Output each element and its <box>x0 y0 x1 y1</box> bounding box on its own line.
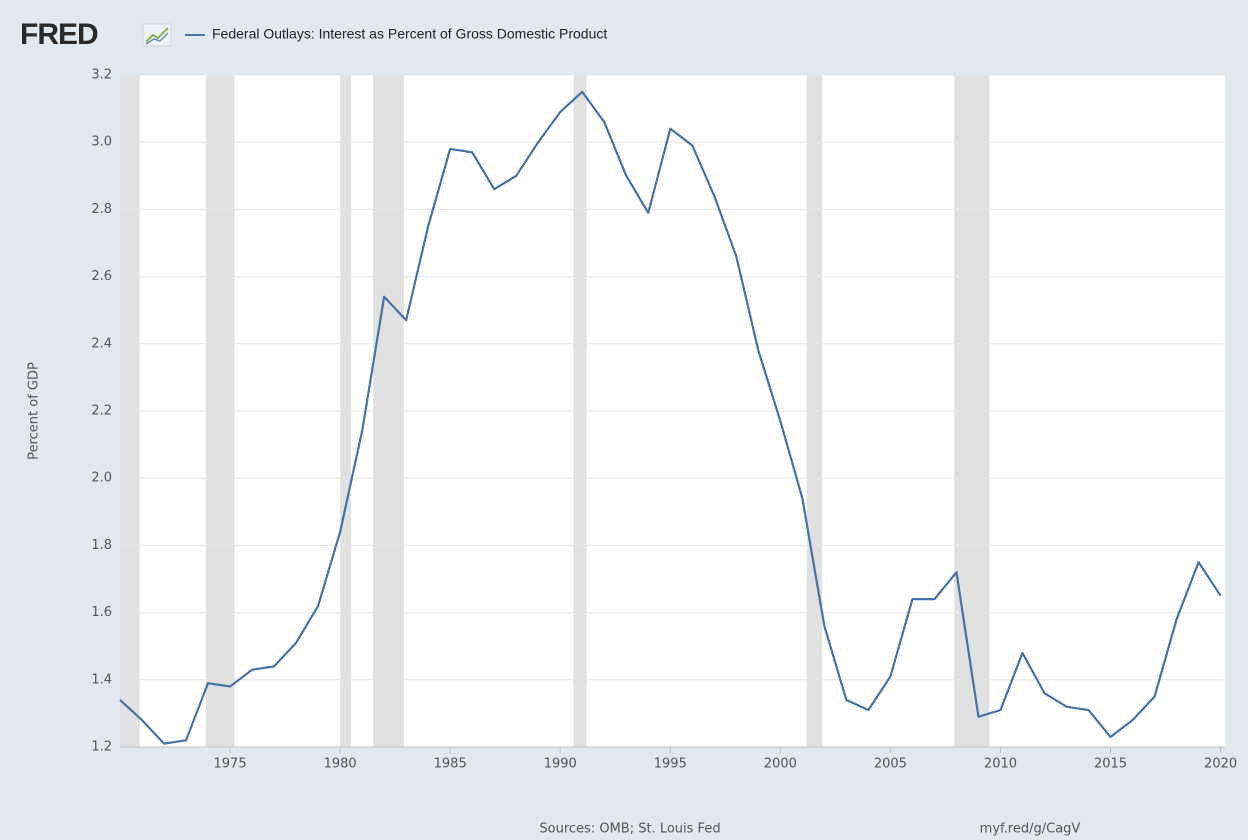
x-tick-label: 2015 <box>1094 757 1127 772</box>
y-tick-label: 3.2 <box>91 68 112 83</box>
logo[interactable]: FRED <box>20 18 99 51</box>
y-tick-label: 1.8 <box>91 538 112 553</box>
x-tick-label: 2010 <box>984 757 1017 772</box>
source: Sources: OMB; St. Louis Fed <box>539 822 720 837</box>
y-tick-label: 2.4 <box>91 336 112 351</box>
link[interactable]: myf.red/g/CagV <box>980 822 1081 837</box>
x-tick-label: 1990 <box>544 757 577 772</box>
y-tick-label: 1.2 <box>91 740 112 755</box>
y-axis-label: Percent of GDP <box>27 362 42 460</box>
y-tick-label: 3.0 <box>91 135 112 150</box>
x-tick-label: 2020 <box>1204 757 1237 772</box>
x-tick-label: 1975 <box>214 757 247 772</box>
legend-label: Federal Outlays: Interest as Percent of … <box>212 26 607 42</box>
logo-icon <box>142 23 172 47</box>
y-tick-label: 1.4 <box>91 672 112 687</box>
y-tick-label: 2.6 <box>91 269 112 284</box>
y-tick-label: 1.6 <box>91 605 112 620</box>
y-tick-label: 2.2 <box>91 404 112 419</box>
y-tick-label: 2.8 <box>91 202 112 217</box>
data-line <box>119 90 1222 745</box>
x-tick-label: 2005 <box>874 757 907 772</box>
x-tick-label: 1985 <box>434 757 467 772</box>
y-tick-label: 2.0 <box>91 471 112 486</box>
x-tick-label: 1980 <box>324 757 357 772</box>
x-tick-label: 1995 <box>654 757 687 772</box>
x-tick-label: 2000 <box>764 757 797 772</box>
